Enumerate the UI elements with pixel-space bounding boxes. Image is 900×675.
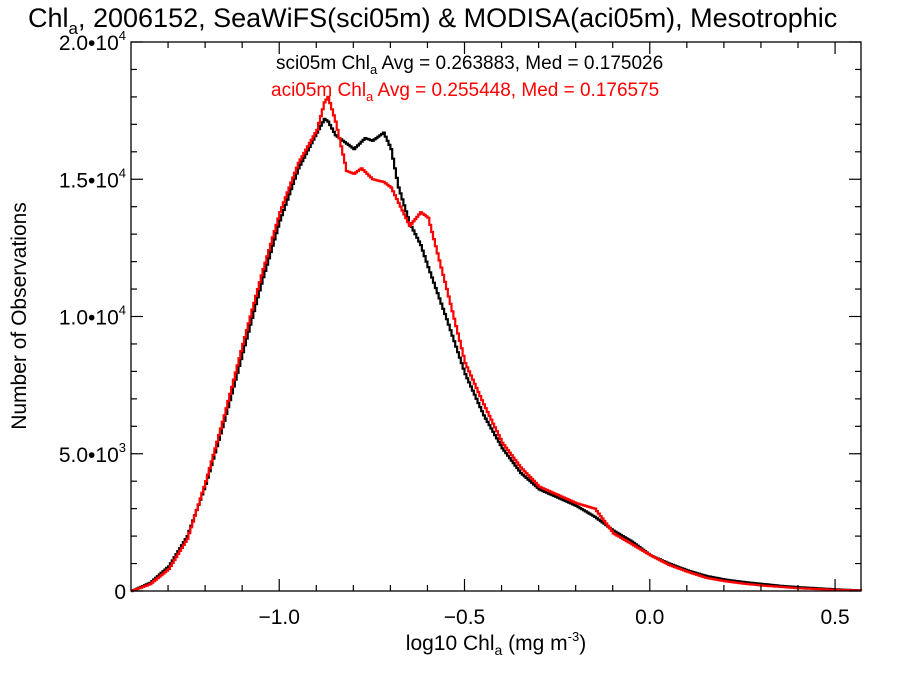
x-tick-label: 0.5 [820, 606, 849, 629]
chart-title: Chla, 2006152, SeaWiFS(sci05m) & MODISA(… [28, 3, 837, 38]
legend-entry-aci05m: aci05m Chla Avg = 0.255448, Med = 0.1765… [271, 80, 659, 104]
y-tick-label: 1.0•104 [59, 303, 126, 330]
y-tick-label: 0 [114, 581, 126, 604]
y-tick-label: 1.5•104 [59, 165, 126, 192]
y-axis: 0 5.0•103 1.0•104 1.5•104 2.0•104 [59, 28, 861, 604]
x-tick-label: 0.0 [635, 606, 664, 629]
series-line-1 [131, 95, 863, 593]
legend: sci05m Chla Avg = 0.263883, Med = 0.1750… [271, 53, 663, 104]
y-tick-label: 5.0•103 [59, 440, 126, 467]
series-layer [131, 95, 863, 593]
x-axis: −1.0 −0.5 0.0 0.5 [167, 42, 850, 629]
y-axis-label: Number of Observations [8, 202, 31, 430]
legend-entry-sci05m: sci05m Chla Avg = 0.263883, Med = 0.1750… [276, 53, 663, 77]
x-tick-label: −1.0 [258, 606, 299, 629]
series-line-0 [131, 117, 863, 593]
y-tick-label: 2.0•104 [59, 28, 126, 55]
x-tick-label: −0.5 [444, 606, 485, 629]
x-axis-label: log10 Chla (mg m-3) [406, 629, 586, 658]
